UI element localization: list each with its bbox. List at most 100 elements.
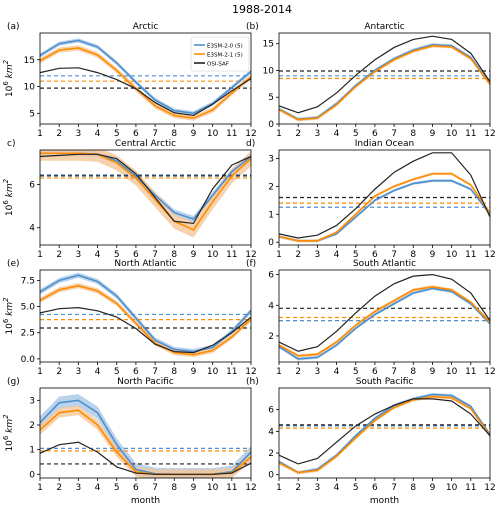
x-tick-label: 2 bbox=[295, 483, 301, 493]
series-line-obs bbox=[40, 67, 251, 117]
plot-area bbox=[40, 272, 251, 358]
series-line-obs bbox=[279, 398, 490, 465]
x-tick-label: 1 bbox=[37, 483, 43, 493]
series-line-e21 bbox=[40, 152, 251, 231]
plot-area bbox=[279, 273, 490, 361]
y-tick-label: 6 bbox=[29, 181, 35, 191]
series-line-e20 bbox=[40, 39, 251, 115]
x-tick-label: 3 bbox=[314, 367, 320, 377]
x-tick-label: 10 bbox=[446, 250, 458, 260]
y-tick-label: 0.0 bbox=[21, 355, 36, 365]
y-tick-label: 10 bbox=[263, 66, 275, 76]
y-tick-label: 1 bbox=[29, 446, 35, 456]
plot-frame bbox=[278, 387, 491, 479]
y-tick-label: 5.0 bbox=[21, 303, 36, 313]
spread-band-e21 bbox=[279, 44, 490, 122]
x-tick-label: 7 bbox=[391, 367, 397, 377]
plot-frame bbox=[278, 269, 491, 363]
x-tick-label: 7 bbox=[152, 367, 158, 377]
x-tick-label: 2 bbox=[56, 367, 62, 377]
x-tick-label: 11 bbox=[226, 250, 237, 260]
x-axis-label: month bbox=[370, 496, 399, 506]
x-tick-label: 8 bbox=[410, 483, 416, 493]
legend-box bbox=[190, 36, 250, 72]
x-tick-label: 1 bbox=[276, 483, 282, 493]
x-tick-label: 6 bbox=[133, 483, 139, 493]
x-tick-label: 10 bbox=[207, 367, 219, 377]
series-line-obs bbox=[40, 307, 251, 354]
x-tick-label: 4 bbox=[334, 129, 340, 139]
panel-title: North Pacific bbox=[117, 377, 174, 387]
y-axis-label: 106 km2 bbox=[2, 297, 15, 335]
y-axis-label-exp2: 2 bbox=[2, 178, 10, 183]
series-line-e20 bbox=[279, 393, 490, 474]
x-tick-label: 6 bbox=[372, 483, 378, 493]
x-tick-label: 6 bbox=[372, 250, 378, 260]
x-tick-label: 6 bbox=[372, 129, 378, 139]
x-tick-label: 4 bbox=[334, 250, 340, 260]
x-tick-label: 3 bbox=[75, 129, 81, 139]
series-line-e21 bbox=[279, 45, 490, 121]
x-tick-label: 4 bbox=[334, 367, 340, 377]
plot-frame bbox=[39, 269, 252, 363]
x-tick-label: 12 bbox=[245, 129, 256, 139]
legend: E3SM-2-0 (5) E3SM-2-1 (5) OSI-SAF bbox=[190, 36, 250, 72]
series-line-e20 bbox=[279, 43, 490, 120]
x-tick-label: 4 bbox=[95, 129, 101, 139]
x-tick-label: 3 bbox=[75, 483, 81, 493]
x-tick-label: 2 bbox=[56, 250, 62, 260]
y-tick-label: 5 bbox=[29, 109, 35, 119]
y-axis-label-exp2: 2 bbox=[2, 297, 10, 302]
series-line-e20 bbox=[279, 287, 490, 360]
x-tick-label: 9 bbox=[430, 483, 436, 493]
x-tick-label: 7 bbox=[152, 483, 158, 493]
y-tick-label: 0 bbox=[268, 120, 274, 130]
x-tick-label: 11 bbox=[226, 367, 237, 377]
x-tick-label: 7 bbox=[152, 250, 158, 260]
panel-label: (h) bbox=[246, 377, 259, 387]
y-tick-label: 0 bbox=[268, 471, 274, 481]
y-tick-label: 2 bbox=[29, 421, 35, 431]
y-axis-label-base: 10 bbox=[5, 204, 15, 216]
spread-band-e20 bbox=[279, 179, 490, 243]
x-tick-label: 12 bbox=[245, 250, 256, 260]
x-tick-label: 1 bbox=[276, 250, 282, 260]
panel-title: Central Arctic bbox=[115, 139, 176, 149]
x-tick-label: 7 bbox=[391, 483, 397, 493]
x-tick-label: 5 bbox=[114, 483, 120, 493]
series-line-obs bbox=[40, 153, 251, 225]
y-axis-label: 106 km2 bbox=[2, 414, 15, 452]
y-axis-label-unit: km bbox=[5, 64, 15, 81]
panel-title: Indian Ocean bbox=[355, 139, 414, 149]
x-tick-label: 11 bbox=[465, 250, 476, 260]
x-tick-label: 2 bbox=[295, 129, 301, 139]
y-tick-label: 4 bbox=[29, 224, 35, 234]
legend-label-e20: E3SM-2-0 (5) bbox=[207, 44, 243, 50]
x-tick-label: 1 bbox=[276, 367, 282, 377]
panel-title: North Atlantic bbox=[114, 259, 176, 269]
y-tick-label: 1 bbox=[268, 210, 274, 220]
x-tick-label: 11 bbox=[465, 483, 476, 493]
x-tick-label: 4 bbox=[95, 367, 101, 377]
y-axis-label-unit: km bbox=[5, 183, 15, 200]
y-tick-label: 3 bbox=[29, 396, 35, 406]
y-axis-label-base: 10 bbox=[5, 440, 15, 452]
series-line-obs bbox=[279, 152, 490, 239]
x-tick-label: 6 bbox=[133, 367, 139, 377]
x-tick-label: 10 bbox=[446, 129, 458, 139]
x-tick-label: 9 bbox=[191, 367, 197, 377]
x-tick-label: 10 bbox=[207, 483, 219, 493]
series-line-e21 bbox=[279, 286, 490, 357]
spread-band-e20 bbox=[40, 272, 251, 355]
y-tick-label: 2 bbox=[268, 182, 274, 192]
y-tick-label: 6 bbox=[268, 406, 274, 416]
y-tick-label: 2 bbox=[268, 449, 274, 459]
spread-band-e21 bbox=[40, 405, 251, 478]
plot-frame bbox=[39, 387, 252, 479]
x-tick-label: 8 bbox=[171, 129, 177, 139]
x-tick-label: 8 bbox=[410, 250, 416, 260]
